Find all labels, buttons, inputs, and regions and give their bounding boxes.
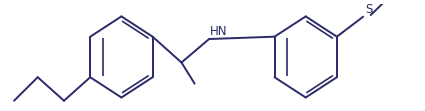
Text: S: S [365,3,372,16]
Text: HN: HN [210,26,228,39]
